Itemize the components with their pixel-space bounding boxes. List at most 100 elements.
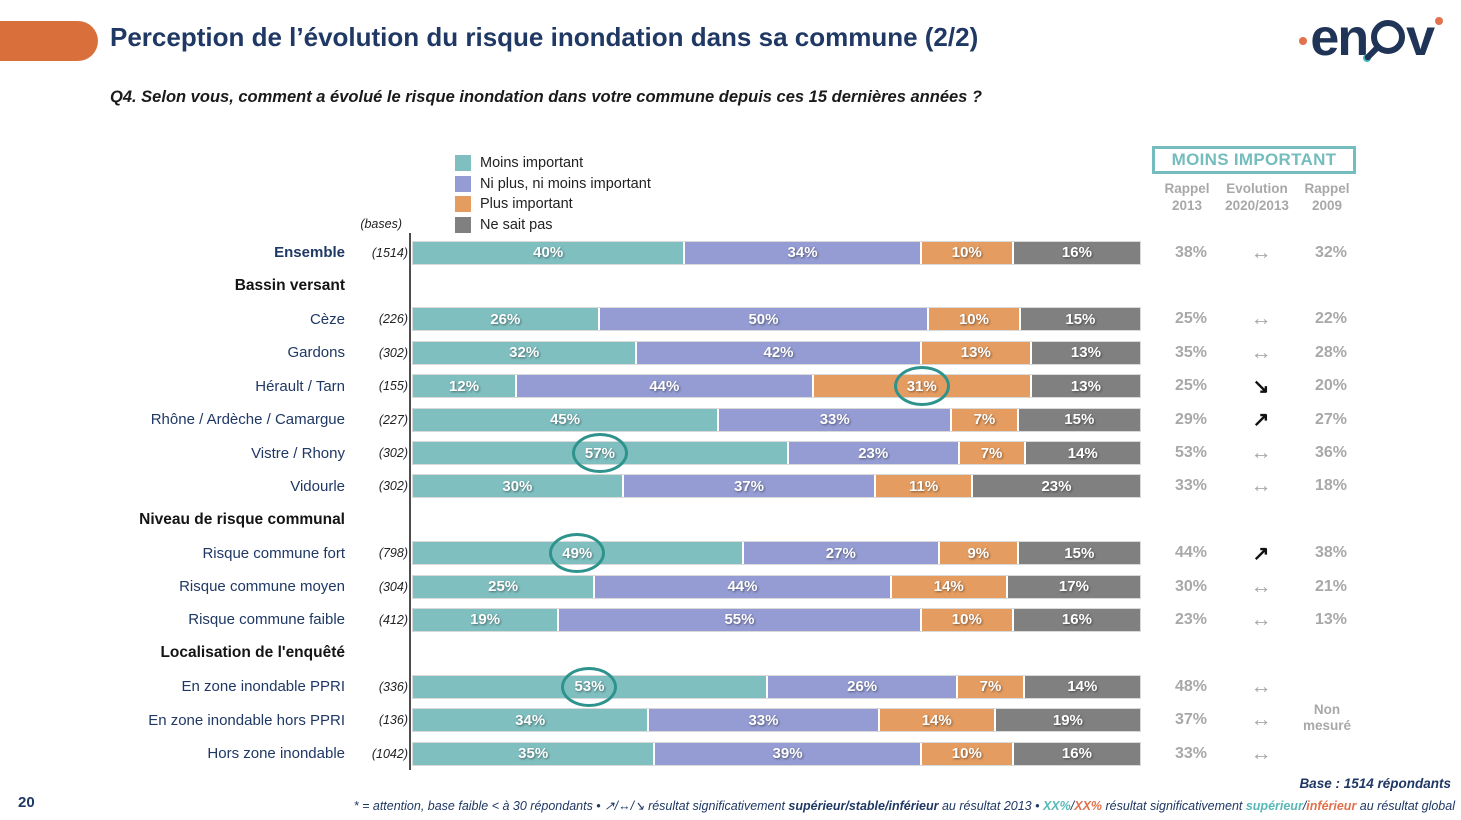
- rappel-2009-value: 20%: [1314, 377, 1348, 395]
- bar-value-label: 35%: [518, 745, 549, 763]
- highlight-ellipse: [571, 433, 628, 474]
- bar-value-label: 25%: [488, 578, 519, 596]
- rappel-2013-value: 29%: [1174, 410, 1208, 428]
- bar-segment: 39%: [653, 742, 920, 765]
- not-measured-line: mesuré: [1302, 718, 1352, 733]
- footnote-segment: au résultat global: [1356, 799, 1455, 813]
- bar-value-label: 13%: [1070, 377, 1101, 395]
- row-label: Rhône / Ardèche / Camargue: [150, 411, 345, 429]
- legend-label: Plus important: [480, 196, 573, 212]
- section-header: Bassin versant: [234, 277, 345, 295]
- row-base-count: (226): [378, 312, 408, 327]
- highlight-ellipse: [549, 533, 606, 574]
- footnote-segment: /: [1070, 799, 1075, 813]
- rappel-2009-value: 36%: [1314, 444, 1348, 462]
- bar-segment: 31%: [811, 366, 1030, 407]
- rappel-2009-value: 27%: [1314, 410, 1348, 428]
- bar-segment: 11%: [874, 475, 971, 498]
- chart-bar-row: Vidourle (302) 30% 37% 11% 23% 33% ↔ 18%: [0, 470, 1461, 503]
- footnote: * = attention, base faible < à 30 répond…: [354, 798, 1455, 813]
- chart-bar-row: En zone inondable PPRI (336) 53% 26% 7% 14% 48…: [0, 666, 1461, 707]
- legend-swatch: [455, 175, 471, 192]
- bar-segment: 19%: [993, 709, 1140, 732]
- logo-letter-v: v: [1406, 9, 1435, 67]
- rappel-2013-value: 33%: [1174, 744, 1208, 762]
- footnote-segment: résultat significativement: [644, 799, 789, 813]
- section-header: Niveau de risque communal: [139, 510, 345, 528]
- bar-value-label: 9%: [967, 544, 990, 562]
- chart-bar-row: En zone inondable hors PPRI (136) 34% 33% 14…: [0, 703, 1461, 736]
- rappel-2013-value: 53%: [1174, 444, 1208, 462]
- bar-value-label: 10%: [951, 244, 982, 262]
- bar-value-label: 26%: [490, 310, 521, 328]
- survey-question: Q4. Selon vous, comment a évolué le risq…: [110, 88, 983, 106]
- recall-panel-title: MOINS IMPORTANT: [1152, 146, 1356, 174]
- bar-segment: 23%: [970, 475, 1140, 498]
- stacked-bar: 19% 55% 10% 16%: [412, 607, 1141, 632]
- magnifier-icon: [1363, 20, 1406, 62]
- footnote-segment: XX%: [1042, 799, 1071, 813]
- row-label: Hors zone inondable: [207, 745, 345, 763]
- footnote-segment: inférieur: [1306, 799, 1357, 813]
- bar-segment: 37%: [621, 475, 875, 498]
- bar-value-label: 40%: [533, 244, 564, 262]
- row-base-count: (1514): [371, 245, 408, 260]
- stacked-bar: 30% 37% 11% 23%: [412, 474, 1141, 499]
- bar-segment: 7%: [957, 442, 1024, 465]
- bar-value-label: 30%: [502, 477, 533, 495]
- bar-segment: 13%: [919, 341, 1030, 364]
- bar-value-label: 14%: [1067, 678, 1098, 696]
- stacked-bar: 34% 33% 14% 19%: [412, 708, 1141, 733]
- evolution-arrow-icon: ↘: [1252, 375, 1270, 398]
- stacked-bar: 40% 34% 10% 16%: [412, 240, 1141, 265]
- stacked-bar: 25% 44% 14% 17%: [412, 574, 1141, 599]
- footnote-segment: résultat significativement: [1102, 799, 1246, 813]
- bar-segment: 34%: [683, 241, 920, 264]
- evolution-arrow-icon: ↔: [1250, 607, 1272, 631]
- chart-section-row: Bassin versant: [0, 269, 1461, 302]
- rappel-2009-value: 22%: [1314, 310, 1348, 328]
- base-note: Base : 1514 répondants: [1299, 776, 1451, 791]
- logo-letter-n-wrap: n: [1337, 12, 1372, 64]
- not-measured-note: Non mesuré: [1292, 702, 1362, 734]
- bar-value-label: 45%: [550, 411, 581, 429]
- bar-segment: 50%: [597, 308, 928, 331]
- bar-value-label: 16%: [1061, 745, 1092, 763]
- rappel-2009-value: 21%: [1314, 577, 1348, 595]
- evolution-arrow-icon: ↗: [1252, 542, 1270, 565]
- bases-column-label: (bases): [360, 217, 402, 231]
- row-label: Risque commune faible: [188, 611, 345, 629]
- bar-value-label: 10%: [951, 611, 982, 629]
- bar-segment: 34%: [413, 709, 648, 732]
- bar-value-label: 13%: [1070, 344, 1101, 362]
- logo-orange-dot-right: [1435, 17, 1443, 25]
- rappel-2009-value: 13%: [1314, 610, 1348, 628]
- legend-swatch: [455, 216, 471, 233]
- bar-segment: 14%: [1022, 675, 1140, 698]
- bar-value-label: 33%: [748, 711, 779, 729]
- rappel-2013-value: 48%: [1174, 677, 1208, 695]
- footnote-segment: inférieur: [888, 799, 939, 813]
- rappel-2013-value: 38%: [1174, 243, 1208, 261]
- bar-segment: 7%: [956, 675, 1023, 698]
- rappel-2009-value: 32%: [1314, 243, 1348, 261]
- bar-value-label: 10%: [951, 745, 982, 763]
- legend-label: Ne sait pas: [480, 216, 553, 233]
- not-measured-line: Non: [1313, 702, 1341, 717]
- bar-value-label: 23%: [1041, 477, 1072, 495]
- row-base-count: (227): [378, 412, 408, 427]
- bar-value-label: 33%: [819, 411, 850, 429]
- rappel-2013-value: 44%: [1174, 544, 1208, 562]
- bar-value-label: 15%: [1064, 411, 1095, 429]
- rappel-2009-value: 28%: [1314, 343, 1348, 361]
- legend-label: Ni plus, ni moins important: [480, 175, 651, 192]
- column-header-rappel-2009: Rappel 2009: [1292, 180, 1362, 214]
- row-label: Cèze: [309, 310, 345, 328]
- bar-value-label: 34%: [787, 244, 818, 262]
- bar-value-label: 15%: [1064, 544, 1095, 562]
- footnote-segment: * = attention, base faible < à 30 répond…: [353, 799, 605, 813]
- bar-value-label: 7%: [979, 678, 1002, 696]
- bar-segment: 19%: [413, 608, 558, 631]
- row-label: Risque commune moyen: [179, 578, 345, 596]
- footnote-segment: ↔: [618, 799, 631, 813]
